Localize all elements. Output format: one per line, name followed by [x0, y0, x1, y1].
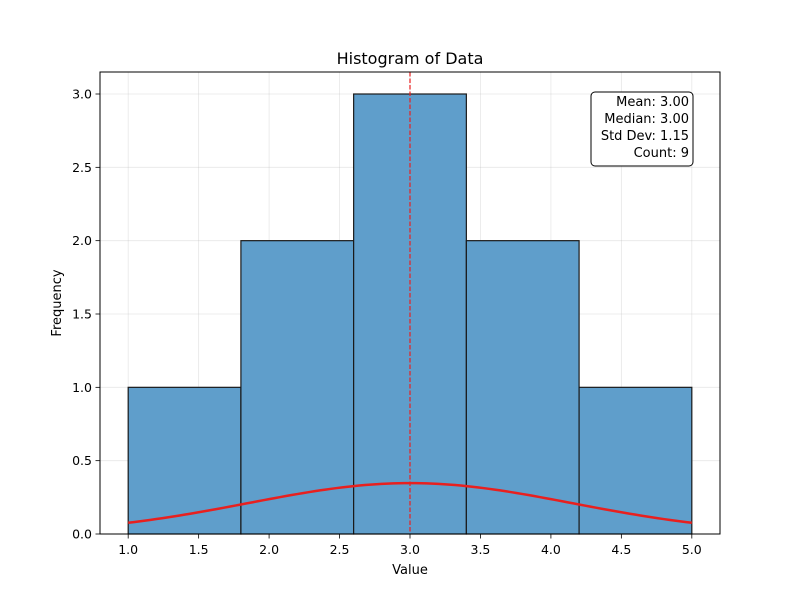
stats-box-frame: [590, 91, 694, 167]
histogram-bar-3: [465, 240, 580, 535]
y-axis-label: Frequency: [50, 269, 65, 336]
histogram-bar-1: [240, 240, 355, 535]
x-axis-label: Value: [392, 563, 428, 578]
stats-line-3: Count: 9: [634, 146, 689, 161]
histogram-bar-0: [127, 386, 242, 535]
x-tick-label-6: 4.0: [541, 542, 561, 557]
x-tick-label-0: 1.0: [118, 542, 138, 557]
histogram-bar-4: [578, 386, 693, 535]
y-tick-label-4: 2.0: [72, 233, 92, 248]
y-tick-label-3: 1.5: [72, 307, 92, 322]
y-tick-label-0: 0.0: [72, 527, 92, 542]
chart-title: Histogram of Data: [337, 49, 484, 68]
x-tick-label-5: 3.5: [471, 542, 491, 557]
stats-box: Mean: 3.00 Median: 3.00 Std Dev: 1.15 Count…: [590, 91, 694, 167]
stats-line-0: Mean: 3.00: [616, 95, 689, 110]
y-tick-label-2: 1.0: [72, 380, 92, 395]
y-tick-label-5: 2.5: [72, 160, 92, 175]
x-tick-label-7: 4.5: [611, 542, 631, 557]
y-tick-label-6: 3.0: [72, 87, 92, 102]
stats-line-2: Std Dev: 1.15: [601, 129, 689, 144]
x-tick-label-1: 1.5: [189, 542, 209, 557]
x-axis-ticks: 1.0 1.5 2.0 2.5 3.0 3.5 4.0 4.5 5.0: [118, 534, 702, 557]
y-tick-label-1: 0.5: [72, 453, 92, 468]
y-axis-ticks: 0.0 0.5 1.0 1.5 2.0 2.5 3.0: [72, 87, 100, 542]
x-tick-label-8: 5.0: [682, 542, 702, 557]
x-tick-label-4: 3.0: [400, 542, 420, 557]
x-tick-label-3: 2.5: [330, 542, 350, 557]
stats-line-1: Median: 3.00: [604, 112, 689, 127]
x-tick-label-2: 2.0: [259, 542, 279, 557]
